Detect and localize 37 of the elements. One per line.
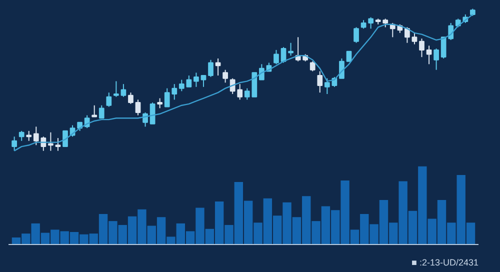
candlestick: [186, 75, 192, 88]
candlestick: [324, 78, 330, 94]
candlestick: [368, 16, 374, 30]
candlestick: [128, 92, 134, 104]
candlestick: [274, 49, 279, 65]
candlestick: [412, 32, 418, 45]
candlestick: [106, 92, 112, 108]
candlestick: [354, 26, 359, 44]
candlestick: [92, 104, 98, 118]
candlestick: [215, 58, 221, 76]
candlestick: [194, 72, 199, 88]
candlestick: [419, 38, 424, 58]
candlestick: [346, 50, 352, 62]
candlestick: [259, 64, 264, 80]
candlestick: [12, 136, 18, 152]
candlestick: [317, 70, 323, 94]
candlestick: [434, 48, 439, 70]
candlestick: [157, 98, 163, 109]
text: ■ :2-13-UD/2431: [412, 258, 478, 268]
candlestick: [200, 75, 206, 88]
candlestick: [178, 79, 184, 92]
candlestick: [426, 45, 432, 65]
candlestick: [62, 130, 68, 148]
candlestick: [310, 60, 316, 72]
candlestick: [48, 132, 54, 152]
candlestick: [113, 80, 119, 98]
candlestick: [120, 84, 126, 98]
candlestick: [222, 69, 228, 84]
candlestick: [208, 59, 214, 78]
candlestick: [26, 130, 32, 142]
candlestick: [135, 99, 141, 116]
candlestick: [55, 138, 61, 152]
candlestick: [18, 130, 24, 142]
candlestick: [404, 26, 410, 44]
candlestick: [288, 42, 294, 56]
candlestick: [98, 104, 104, 119]
candlestick: [339, 58, 344, 79]
